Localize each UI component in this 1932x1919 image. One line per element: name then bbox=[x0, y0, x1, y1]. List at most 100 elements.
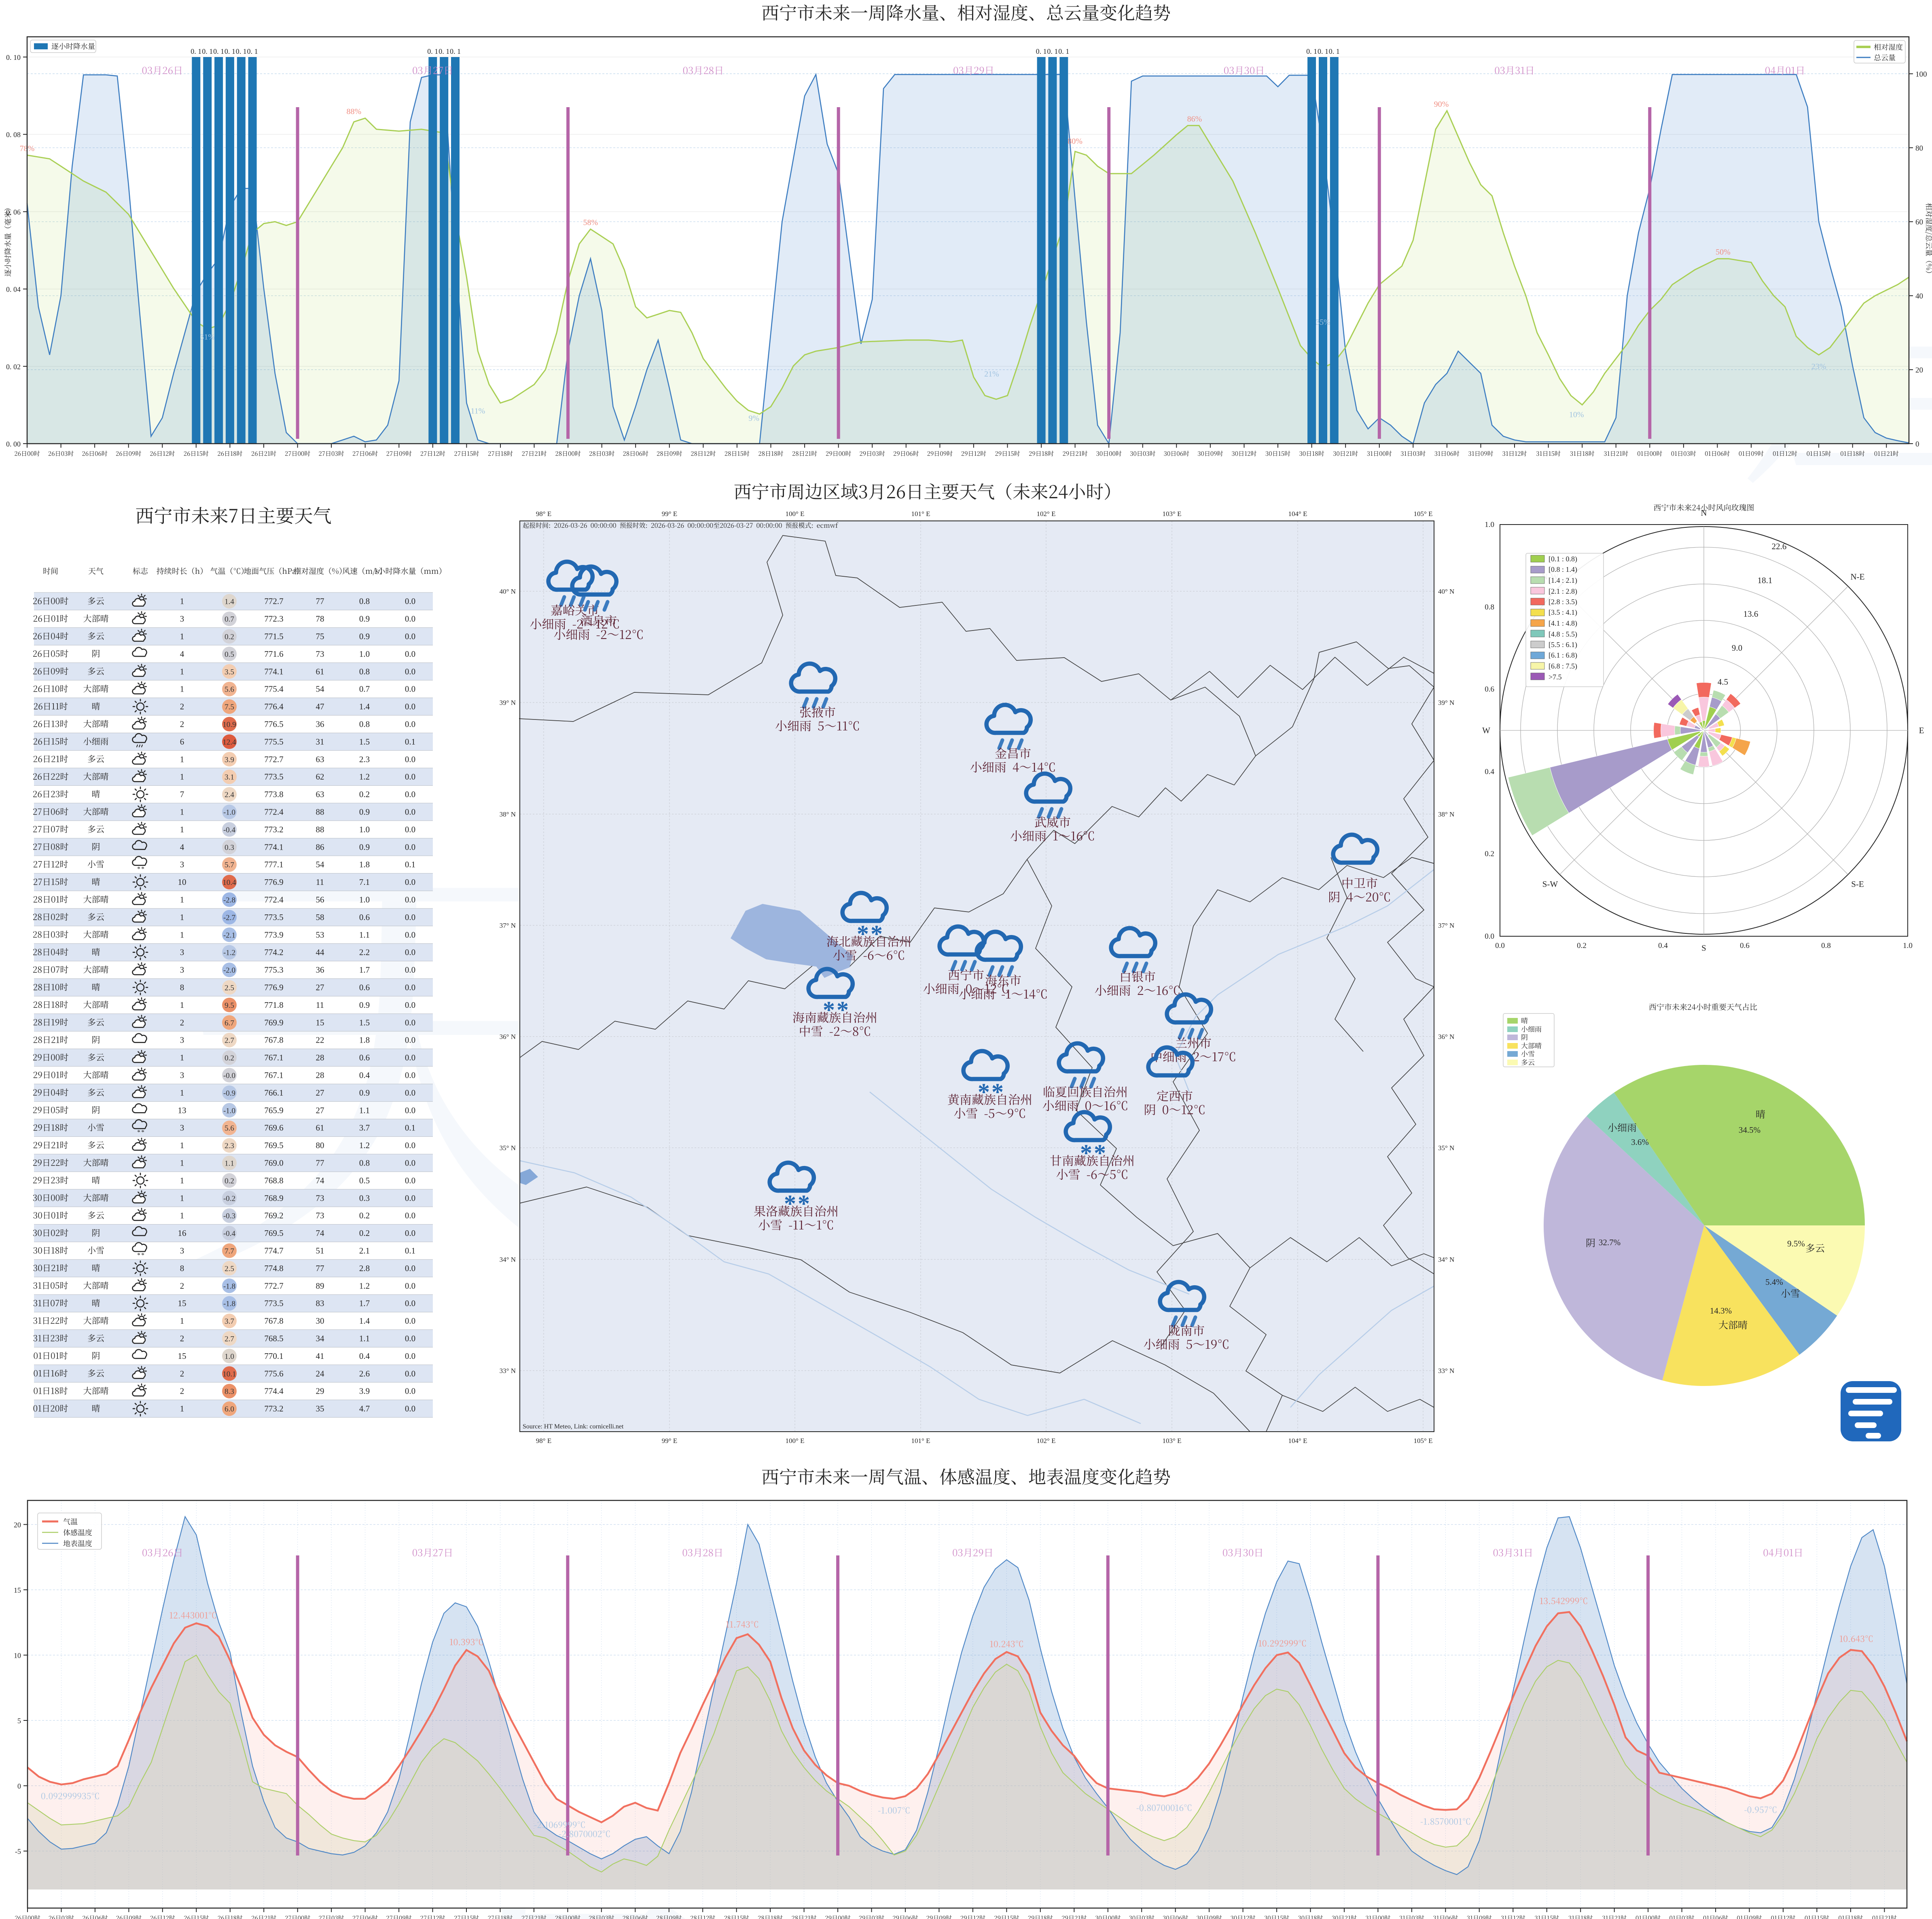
svg-text:89: 89 bbox=[316, 1281, 324, 1291]
svg-text:769.0: 769.0 bbox=[264, 1158, 283, 1168]
svg-text:-1.2: -1.2 bbox=[223, 949, 235, 957]
svg-text:31%: 31% bbox=[200, 333, 215, 342]
svg-text:-0.0: -0.0 bbox=[223, 1072, 235, 1080]
svg-text:0.0: 0.0 bbox=[405, 1000, 415, 1010]
svg-text:1.0: 1.0 bbox=[1903, 942, 1913, 950]
svg-text:[4.8 : 5.5): [4.8 : 5.5) bbox=[1549, 630, 1577, 639]
svg-text:0. 1: 0. 1 bbox=[427, 47, 438, 55]
svg-text:-0.4: -0.4 bbox=[223, 1229, 236, 1238]
svg-text:3: 3 bbox=[180, 860, 184, 870]
svg-text:3.6%: 3.6% bbox=[1631, 1137, 1649, 1147]
svg-text:0.0: 0.0 bbox=[405, 965, 415, 975]
svg-text:0.0: 0.0 bbox=[1485, 932, 1494, 941]
svg-text:34° N: 34° N bbox=[1438, 1256, 1454, 1263]
svg-text:1: 1 bbox=[180, 895, 184, 905]
svg-text:3: 3 bbox=[180, 614, 184, 624]
svg-text:2.8: 2.8 bbox=[359, 1263, 370, 1273]
svg-text:53: 53 bbox=[316, 930, 324, 939]
svg-text:5.6: 5.6 bbox=[225, 1124, 234, 1133]
svg-text:0.2: 0.2 bbox=[225, 1054, 234, 1062]
svg-text:74: 74 bbox=[316, 1228, 325, 1238]
svg-text:772.7: 772.7 bbox=[264, 1281, 283, 1291]
svg-text:0.0: 0.0 bbox=[405, 1071, 415, 1080]
svg-text:1.7: 1.7 bbox=[359, 965, 370, 975]
svg-text:774.2: 774.2 bbox=[264, 948, 283, 957]
svg-text:3.7: 3.7 bbox=[225, 1317, 234, 1326]
svg-text:63: 63 bbox=[316, 789, 324, 799]
svg-text:1: 1 bbox=[180, 772, 184, 782]
svg-text:0.6: 0.6 bbox=[359, 983, 370, 992]
svg-text:N: N bbox=[1701, 508, 1707, 518]
svg-text:767.1: 767.1 bbox=[264, 1071, 283, 1080]
svg-text:[2.8 : 3.5): [2.8 : 3.5) bbox=[1549, 598, 1577, 606]
svg-text:3: 3 bbox=[180, 1035, 184, 1045]
svg-text:6: 6 bbox=[180, 737, 184, 747]
svg-text:0.0: 0.0 bbox=[405, 789, 415, 799]
svg-text:0.0: 0.0 bbox=[405, 1386, 415, 1396]
svg-text:33° N: 33° N bbox=[500, 1367, 516, 1375]
svg-text:1: 1 bbox=[180, 754, 184, 764]
svg-text:38° N: 38° N bbox=[500, 810, 516, 818]
svg-text:4: 4 bbox=[180, 649, 184, 659]
svg-text:0.6: 0.6 bbox=[359, 912, 370, 922]
svg-text:0.0: 0.0 bbox=[405, 1316, 415, 1326]
svg-text:0.2: 0.2 bbox=[225, 1177, 234, 1185]
svg-text:0.0: 0.0 bbox=[405, 666, 415, 676]
svg-text:0.9: 0.9 bbox=[359, 1088, 370, 1098]
svg-text:36: 36 bbox=[316, 719, 324, 729]
svg-text:0.0: 0.0 bbox=[405, 649, 415, 659]
svg-text:769.9: 769.9 bbox=[264, 1018, 283, 1027]
svg-text:54: 54 bbox=[316, 684, 325, 694]
svg-text:86: 86 bbox=[316, 842, 324, 852]
svg-text:1.1: 1.1 bbox=[359, 930, 370, 939]
svg-text:0.4: 0.4 bbox=[1658, 942, 1668, 950]
svg-text:0.1: 0.1 bbox=[405, 860, 415, 870]
svg-text:80: 80 bbox=[1915, 144, 1923, 152]
svg-text:21%: 21% bbox=[984, 370, 999, 379]
svg-text:0.0: 0.0 bbox=[405, 1176, 415, 1185]
svg-text:1.2: 1.2 bbox=[359, 1281, 370, 1291]
svg-text:0. 00: 0. 00 bbox=[6, 440, 21, 448]
svg-text:0.9: 0.9 bbox=[359, 632, 370, 641]
svg-text:13: 13 bbox=[178, 1105, 186, 1115]
svg-text:5.7: 5.7 bbox=[225, 861, 234, 870]
svg-text:40° N: 40° N bbox=[500, 588, 516, 595]
svg-text:0. 1: 0. 1 bbox=[191, 47, 201, 55]
svg-text:0.0: 0.0 bbox=[405, 1018, 415, 1027]
svg-text:0. 1: 0. 1 bbox=[225, 47, 235, 55]
svg-text:0.0: 0.0 bbox=[405, 1351, 415, 1361]
svg-text:0.0: 0.0 bbox=[405, 1281, 415, 1291]
svg-text:[2.1 : 2.8): [2.1 : 2.8) bbox=[1549, 587, 1577, 596]
svg-text:E: E bbox=[1919, 726, 1924, 735]
svg-text:1: 1 bbox=[180, 912, 184, 922]
svg-text:0.0: 0.0 bbox=[405, 1053, 415, 1062]
svg-text:0.6: 0.6 bbox=[1740, 942, 1750, 950]
svg-text:3.1: 3.1 bbox=[225, 773, 234, 782]
svg-text:767.1: 767.1 bbox=[264, 1053, 283, 1062]
svg-text:772.7: 772.7 bbox=[264, 597, 283, 606]
svg-text:1.8: 1.8 bbox=[359, 860, 370, 870]
svg-text:100: 100 bbox=[1915, 70, 1927, 78]
svg-text:0.0: 0.0 bbox=[405, 1369, 415, 1378]
svg-text:73: 73 bbox=[316, 649, 324, 659]
svg-text:-2.7: -2.7 bbox=[223, 914, 235, 922]
svg-text:0.8: 0.8 bbox=[1821, 942, 1831, 950]
svg-text:1: 1 bbox=[180, 684, 184, 694]
svg-text:36° N: 36° N bbox=[1438, 1033, 1454, 1041]
svg-text:58: 58 bbox=[316, 912, 324, 922]
svg-text:27: 27 bbox=[316, 1105, 324, 1115]
svg-text:2.5: 2.5 bbox=[225, 984, 234, 992]
svg-text:2.3: 2.3 bbox=[359, 754, 370, 764]
svg-text:78: 78 bbox=[316, 614, 324, 624]
svg-text:0.0: 0.0 bbox=[405, 1299, 415, 1308]
svg-text:0.0: 0.0 bbox=[405, 1158, 415, 1168]
svg-text:0.6: 0.6 bbox=[359, 1053, 370, 1062]
svg-text:41: 41 bbox=[316, 1351, 324, 1361]
svg-text:22: 22 bbox=[316, 1035, 324, 1045]
svg-text:2: 2 bbox=[180, 719, 184, 729]
svg-text:34° N: 34° N bbox=[500, 1256, 516, 1263]
svg-text:N-E: N-E bbox=[1851, 572, 1865, 582]
svg-text:2: 2 bbox=[180, 1334, 184, 1344]
svg-text:73: 73 bbox=[316, 1193, 324, 1203]
svg-text:77: 77 bbox=[316, 597, 324, 606]
